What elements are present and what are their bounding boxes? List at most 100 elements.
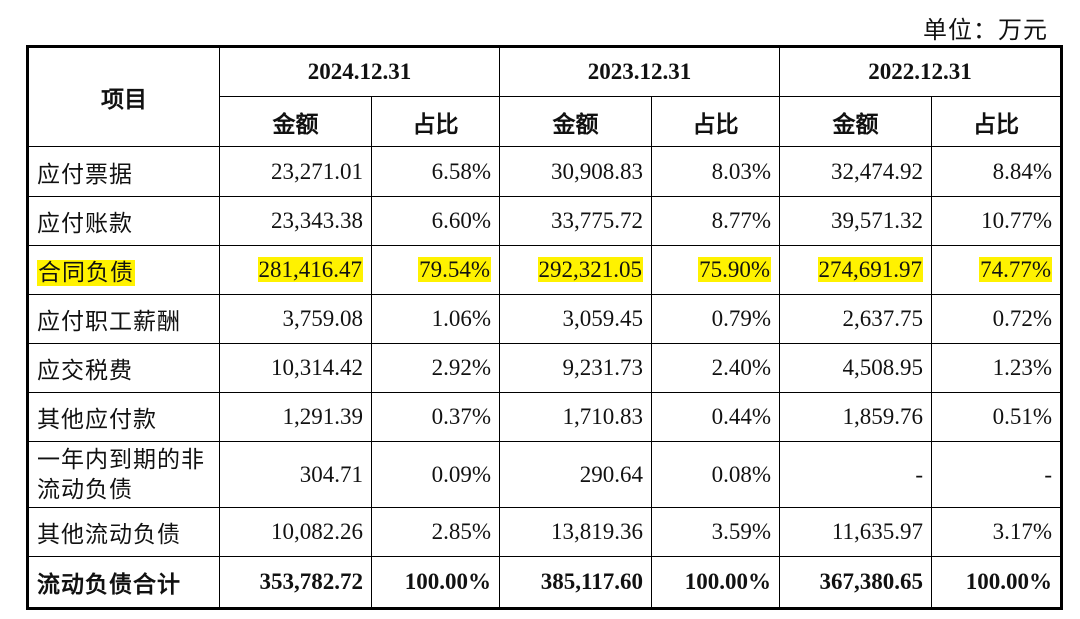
cell-value: 281,416.47 bbox=[257, 257, 363, 282]
table-row: 应交税费 10,314.42 2.92% 9,231.73 2.40% 4,508.95 1… bbox=[27, 343, 1062, 393]
ratio-cell: 8.77% bbox=[651, 196, 780, 246]
ratio-cell: 2.92% bbox=[371, 343, 500, 393]
amount-cell: 304.71 bbox=[219, 441, 372, 508]
amount-header-2023: 金额 bbox=[499, 96, 652, 147]
cell-value: 6.60% bbox=[431, 208, 491, 233]
cell-value: 9,231.73 bbox=[562, 355, 644, 380]
ratio-header-2023: 占比 bbox=[651, 96, 780, 147]
table-row: 应付职工薪酬 3,759.08 1.06% 3,059.45 0.79% 2,637.75… bbox=[27, 294, 1062, 344]
row-label-text: 应付账款 bbox=[37, 211, 133, 237]
amount-cell: 33,775.72 bbox=[499, 196, 652, 246]
period-header-2022: 2022.12.31 bbox=[779, 46, 1062, 97]
ratio-cell: 3.59% bbox=[651, 507, 780, 557]
cell-value: - bbox=[915, 461, 923, 487]
row-label: 合同负债 bbox=[27, 245, 220, 295]
cell-value: 3,759.08 bbox=[282, 306, 364, 331]
ratio-cell: 0.09% bbox=[371, 441, 500, 508]
amount-cell: 23,271.01 bbox=[219, 146, 372, 197]
table-row: 其他流动负债 10,082.26 2.85% 13,819.36 3.59% 11,635… bbox=[27, 507, 1062, 557]
ratio-header-2024: 占比 bbox=[371, 96, 500, 147]
cell-value: 0.72% bbox=[992, 306, 1052, 331]
table-body: 应付票据 23,271.01 6.58% 30,908.83 8.03% 32,474.9… bbox=[27, 146, 1062, 609]
cell-value: 3,059.45 bbox=[562, 306, 644, 331]
cell-value: 1,710.83 bbox=[562, 404, 644, 429]
amount-cell: 10,314.42 bbox=[219, 343, 372, 393]
cell-value: 4,508.95 bbox=[842, 355, 924, 380]
cell-value: 13,819.36 bbox=[551, 519, 643, 544]
cell-value: 290.64 bbox=[579, 461, 643, 487]
cell-value: 304.71 bbox=[299, 461, 363, 487]
ratio-cell: 8.84% bbox=[931, 146, 1062, 197]
amount-cell: 3,759.08 bbox=[219, 294, 372, 344]
ratio-cell: 3.17% bbox=[931, 507, 1062, 557]
item-header: 项目 bbox=[27, 46, 220, 147]
total-row: 流动负债合计 353,782.72 100.00% 385,117.60 100.00%… bbox=[27, 556, 1062, 609]
ratio-cell: 0.08% bbox=[651, 441, 780, 508]
amount-cell: 30,908.83 bbox=[499, 146, 652, 197]
amount-cell: 4,508.95 bbox=[779, 343, 932, 393]
ratio-cell: 2.40% bbox=[651, 343, 780, 393]
cell-value: 75.90% bbox=[698, 257, 771, 282]
ratio-cell: 6.58% bbox=[371, 146, 500, 197]
cell-value: 6.58% bbox=[431, 158, 491, 184]
total-ratio-cell: 100.00% bbox=[931, 556, 1062, 609]
cell-value: 0.51% bbox=[992, 404, 1052, 429]
table-row: 其他应付款 1,291.39 0.37% 1,710.83 0.44% 1,859.76 0… bbox=[27, 392, 1062, 442]
ratio-cell: 1.06% bbox=[371, 294, 500, 344]
total-ratio-cell: 100.00% bbox=[371, 556, 500, 609]
cell-value: 2,637.75 bbox=[842, 306, 924, 331]
row-label-text: 其他应付款 bbox=[37, 407, 157, 433]
cell-value: 274,691.97 bbox=[817, 257, 923, 282]
amount-header-2024: 金额 bbox=[219, 96, 372, 147]
cell-value: 23,271.01 bbox=[271, 158, 363, 184]
ratio-cell: 75.90% bbox=[651, 245, 780, 295]
ratio-cell: - bbox=[931, 441, 1062, 508]
table-row: 合同负债 281,416.47 79.54% 292,321.05 75.90% 274,… bbox=[27, 245, 1062, 295]
amount-cell: 292,321.05 bbox=[499, 245, 652, 295]
total-label: 流动负债合计 bbox=[27, 556, 220, 609]
amount-cell: 3,059.45 bbox=[499, 294, 652, 344]
cell-value: 0.79% bbox=[711, 306, 771, 331]
cell-value: 10,082.26 bbox=[271, 519, 363, 544]
cell-value: - bbox=[1044, 461, 1052, 487]
cell-value: 39,571.32 bbox=[831, 208, 923, 233]
period-header-2023: 2023.12.31 bbox=[499, 46, 780, 97]
total-amount-cell: 385,117.60 bbox=[499, 556, 652, 609]
row-label: 其他应付款 bbox=[27, 392, 220, 442]
ratio-cell: 0.37% bbox=[371, 392, 500, 442]
row-label: 应付职工薪酬 bbox=[27, 294, 220, 344]
amount-cell: 1,291.39 bbox=[219, 392, 372, 442]
ratio-cell: 10.77% bbox=[931, 196, 1062, 246]
amount-cell: 10,082.26 bbox=[219, 507, 372, 557]
amount-cell: - bbox=[779, 441, 932, 508]
cell-value: 10.77% bbox=[981, 208, 1052, 233]
cell-value: 0.44% bbox=[711, 404, 771, 429]
amount-cell: 274,691.97 bbox=[779, 245, 932, 295]
cell-value: 10,314.42 bbox=[271, 355, 363, 380]
cell-value: 8.77% bbox=[711, 208, 771, 233]
amount-cell: 1,710.83 bbox=[499, 392, 652, 442]
cell-value: 292,321.05 bbox=[537, 257, 643, 282]
total-amount-cell: 367,380.65 bbox=[779, 556, 932, 609]
period-header-2024: 2024.12.31 bbox=[219, 46, 500, 97]
row-label: 应付账款 bbox=[27, 196, 220, 246]
cell-value: 3.59% bbox=[711, 519, 771, 544]
amount-cell: 39,571.32 bbox=[779, 196, 932, 246]
amount-cell: 2,637.75 bbox=[779, 294, 932, 344]
amount-cell: 11,635.97 bbox=[779, 507, 932, 557]
cell-value: 2.40% bbox=[711, 355, 771, 380]
amount-cell: 23,343.38 bbox=[219, 196, 372, 246]
table-row: 应付票据 23,271.01 6.58% 30,908.83 8.03% 32,474.9… bbox=[27, 146, 1062, 197]
unit-label: 单位：万元 bbox=[923, 16, 1048, 44]
cell-value: 8.03% bbox=[711, 158, 771, 184]
ratio-cell: 0.51% bbox=[931, 392, 1062, 442]
amount-cell: 13,819.36 bbox=[499, 507, 652, 557]
total-amount-cell: 353,782.72 bbox=[219, 556, 372, 609]
amount-cell: 290.64 bbox=[499, 441, 652, 508]
ratio-header-2022: 占比 bbox=[931, 96, 1062, 147]
cell-value: 8.84% bbox=[992, 158, 1052, 184]
row-label-text: 应交税费 bbox=[37, 358, 133, 384]
ratio-cell: 79.54% bbox=[371, 245, 500, 295]
cell-value: 74.77% bbox=[979, 257, 1052, 282]
cell-value: 32,474.92 bbox=[831, 158, 923, 184]
